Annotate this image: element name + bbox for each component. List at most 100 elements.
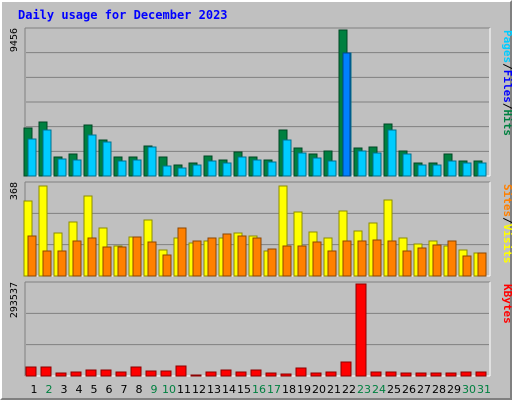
bar-kbytes-day-10: [160, 370, 172, 377]
legend-files: Files: [501, 70, 512, 103]
bar-kbytes-day-11: [175, 365, 187, 377]
x-tick-label: 14: [222, 383, 236, 396]
bar-kbytes-day-2: [40, 366, 52, 377]
bar-kbytes-day-12: [190, 374, 202, 377]
bar-kbytes-day-7: [115, 371, 127, 377]
chart-title: Daily usage for December 2023: [18, 8, 228, 22]
bar-files-day-31: [477, 162, 487, 177]
bar-files-day-20: [312, 157, 322, 177]
side-legend-text: Pages/Files/Hits: [501, 30, 512, 136]
x-tick-label: 2: [46, 383, 53, 396]
bar-sites-day-14: [222, 233, 232, 277]
bar-sites-day-12: [192, 240, 202, 277]
bar-sites-day-22: [342, 240, 352, 277]
bar-files-day-11: [177, 167, 187, 177]
bar-files-day-24: [372, 152, 382, 177]
x-tick-label: 23: [357, 383, 371, 396]
panel-requests: 9456 Pages/Files/Hits: [9, 27, 512, 177]
bar-files-day-2: [42, 129, 52, 177]
side-legend-text: Sites/Visits: [501, 184, 512, 264]
legend-kbytes: KBytes: [501, 284, 512, 324]
side-legend: KBytes: [501, 284, 512, 324]
bar-files-day-25: [387, 129, 397, 177]
bar-sites-day-2: [42, 250, 52, 277]
bar-kbytes-day-19: [295, 367, 307, 377]
x-tick-label: 26: [402, 383, 416, 396]
bar-kbytes-day-9: [145, 370, 157, 377]
bar-files-day-27: [417, 164, 427, 177]
bar-files-day-12: [192, 164, 202, 177]
bar-files-day-5: [87, 134, 97, 177]
bar-sites-day-29: [447, 240, 457, 277]
bar-kbytes-day-17: [265, 372, 277, 377]
bar-kbytes-day-18: [280, 373, 292, 377]
bar-kbytes-day-6: [100, 369, 112, 377]
bar-sites-day-5: [87, 237, 97, 277]
bar-files-day-4: [72, 159, 82, 177]
bar-files-day-28: [432, 164, 442, 177]
bar-sites-day-6: [102, 246, 112, 277]
x-tick-label: 6: [106, 383, 113, 396]
bar-kbytes-day-27: [415, 372, 427, 377]
bar-sites-day-17: [267, 248, 277, 277]
panel-background: [25, 282, 490, 376]
x-tick-label: 24: [372, 383, 386, 396]
bar-kbytes-day-26: [400, 372, 412, 377]
bar-sites-day-18: [282, 245, 292, 277]
legend-sites: Sites: [501, 184, 512, 217]
bar-sites-day-1: [27, 235, 37, 277]
x-tick-label: 31: [477, 383, 491, 396]
bar-sites-day-15: [237, 235, 247, 277]
bar-sites-day-4: [72, 240, 82, 277]
bar-sites-day-8: [132, 236, 142, 277]
x-tick-label: 17: [267, 383, 281, 396]
side-legend: Pages/Files/Hits: [501, 30, 512, 136]
legend-visits: Visits: [501, 224, 512, 264]
y-max-label: 368: [9, 182, 20, 200]
bar-sites-day-9: [147, 241, 157, 277]
bar-files-day-1: [27, 138, 37, 177]
bar-sites-day-20: [312, 241, 322, 277]
bar-files-day-9: [147, 146, 157, 177]
x-tick-label: 21: [327, 383, 341, 396]
bar-files-day-15: [237, 156, 247, 177]
bar-kbytes-day-5: [85, 369, 97, 377]
x-tick-label: 29: [447, 383, 461, 396]
bar-sites-day-19: [297, 245, 307, 277]
bar-sites-day-28: [432, 244, 442, 277]
legend-hits: Hits: [501, 110, 512, 137]
y-max-label: 9456: [9, 28, 20, 52]
x-tick-label: 12: [192, 383, 206, 396]
bar-files-day-3: [57, 158, 67, 177]
x-tick-label: 10: [162, 383, 176, 396]
bar-kbytes-day-31: [475, 371, 487, 377]
bar-kbytes-day-15: [235, 371, 247, 377]
x-tick-label: 25: [387, 383, 401, 396]
x-tick-label: 20: [312, 383, 326, 396]
x-tick-label: 18: [282, 383, 296, 396]
bar-kbytes-day-20: [310, 372, 322, 377]
x-tick-label: 28: [432, 383, 446, 396]
bar-kbytes-day-23: [355, 283, 367, 377]
bar-kbytes-day-22: [340, 361, 352, 377]
bar-files-day-14: [222, 162, 232, 177]
bar-kbytes-day-8: [130, 366, 142, 377]
bar-sites-day-27: [417, 247, 427, 277]
bar-files-day-8: [132, 159, 142, 177]
bar-files-day-17: [267, 161, 277, 177]
x-tick-label: 8: [136, 383, 143, 396]
bar-sites-day-24: [372, 239, 382, 277]
x-tick-label: 7: [121, 383, 128, 396]
x-tick-label: 1: [31, 383, 38, 396]
bar-sites-day-3: [57, 250, 67, 277]
bar-sites-day-7: [117, 246, 127, 277]
x-tick-label: 13: [207, 383, 221, 396]
bar-sites-day-31: [477, 252, 487, 277]
bar-sites-day-16: [252, 237, 262, 277]
bar-files-day-13: [207, 160, 217, 177]
bar-kbytes-day-28: [430, 372, 442, 377]
bar-files-day-29: [447, 160, 457, 177]
bar-kbytes-day-3: [55, 372, 67, 377]
x-tick-label: 22: [342, 383, 356, 396]
